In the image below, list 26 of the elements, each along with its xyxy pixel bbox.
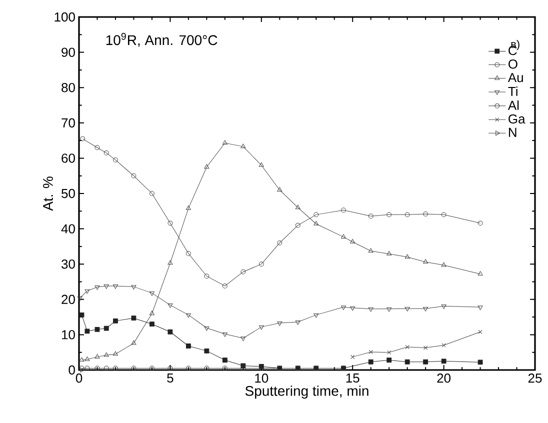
y-tick-label: 50 [62, 188, 75, 198]
legend-label: Ga [508, 114, 526, 124]
y-tick-label: 70 [62, 118, 75, 128]
x-tick-label: 20 [437, 374, 451, 383]
x-tick-label: 5 [167, 374, 174, 383]
legend-label: O [508, 59, 518, 69]
y-tick-label: 80 [62, 82, 75, 92]
x-tick-label: 0 [76, 374, 82, 383]
annotation: 10$^{9}$R, Ann. 700°C [106, 32, 218, 47]
y-axis-title: At. % [43, 176, 53, 211]
y-tick-label: 30 [62, 259, 75, 269]
legend-label: N [508, 128, 516, 137]
y-tick-label: 60 [62, 154, 75, 163]
y-tick-label: 20 [62, 294, 75, 304]
x-tick-label: 15 [346, 374, 360, 383]
y-tick-label: 0 [68, 365, 75, 375]
x-tick-label: 25 [528, 374, 542, 383]
x-tick-label: 10 [255, 374, 268, 383]
y-tick-label: 90 [62, 48, 75, 57]
legend-label: Al [508, 100, 519, 110]
y-tick-label: 100 [54, 12, 75, 22]
legend-label: Au [508, 73, 523, 82]
x-axis-title: Sputtering time, min [245, 386, 368, 399]
y-tick-label: 10 [62, 330, 75, 340]
legend-label: Ti [508, 86, 518, 96]
y-tick-label: 40 [61, 224, 75, 234]
